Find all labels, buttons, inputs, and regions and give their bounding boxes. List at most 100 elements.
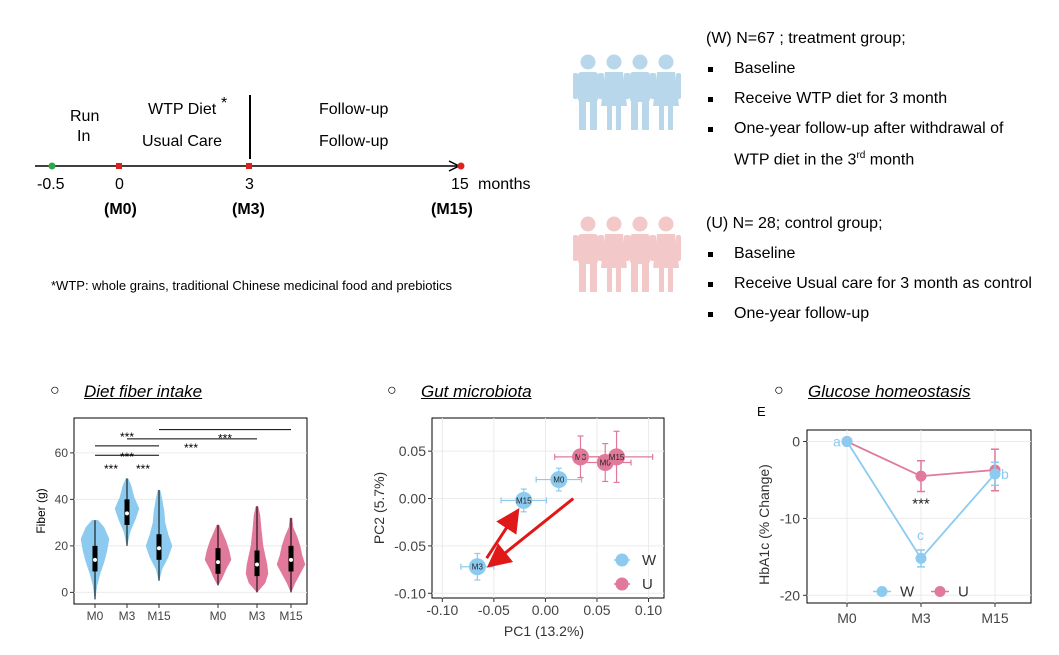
x-tick-label: M0: [87, 609, 104, 623]
significance-letter-a: a: [833, 434, 841, 450]
visit-m3: (M3): [232, 201, 265, 218]
y-tick-label: 20: [55, 539, 69, 553]
treatment-person-2: [625, 54, 655, 130]
y-tick-label: -0.05: [394, 538, 426, 554]
control-person-3: [651, 216, 681, 292]
legend-label-W: W: [900, 583, 915, 600]
m15-marker: [457, 162, 465, 170]
treatment-group-description: (W) N=67 ; treatment group; Baseline Rec…: [700, 28, 1055, 178]
x-tick-label: M15: [147, 609, 171, 623]
diet-section-bullet: ○: [50, 382, 60, 399]
m3-divider: [249, 95, 251, 159]
control-item-baseline: Baseline: [734, 245, 796, 262]
y-axis-title: Fiber (g): [34, 488, 48, 533]
y-tick-label: -20: [780, 587, 800, 603]
control-group-header: (U) N= 28; control group;: [706, 215, 883, 232]
x-tick-label: M15: [279, 609, 303, 623]
pca-point-U-M15: M15: [579, 430, 654, 484]
y-tick-label: 0: [792, 434, 800, 450]
pca-point-label: M3: [472, 563, 484, 572]
visit-m0: (M0): [104, 201, 137, 218]
x-tick-label: M0: [837, 610, 857, 626]
median-point: [216, 560, 220, 565]
wtp-asterisk: *: [221, 95, 228, 112]
y-tick-label: -0.10: [394, 585, 426, 601]
timeline-axis: [35, 160, 465, 172]
x-tick-label: -0.05: [478, 602, 510, 618]
treatment-item-baseline: Baseline: [734, 60, 796, 77]
median-point: [255, 562, 259, 567]
hba-point-W-M3: [915, 549, 927, 568]
treatment-item-diet: Receive WTP diet for 3 month: [734, 90, 948, 107]
followup-top-label: Follow-up: [319, 101, 389, 118]
glucose-section-title: Glucose homeostasis: [808, 382, 971, 401]
control-person-1: [599, 216, 629, 292]
tick-three: 3: [245, 176, 254, 193]
median-point: [157, 546, 161, 551]
tick-zero: 0: [115, 176, 124, 193]
hba-point-W-M0: [841, 436, 853, 448]
treatment-group-header: (W) N=67 ; treatment group;: [706, 30, 906, 47]
tick-fifteen: 15: [451, 176, 469, 193]
plot-area: [431, 417, 665, 599]
tick-minus-half: -0.5: [37, 176, 65, 193]
pca-point-W-M0: M0: [535, 467, 583, 492]
pca-point-label: M15: [516, 496, 532, 505]
treatment-item-followup-text: WTP diet in the 3: [734, 151, 857, 169]
x-tick-label: 0.00: [532, 602, 559, 618]
hba-point-W-M15: [989, 461, 1001, 487]
x-tick-label: M3: [249, 609, 266, 623]
transition-arrow-m0-m3: [486, 497, 575, 568]
legend-swatch-W: [876, 585, 888, 597]
plot-area: [806, 429, 1032, 604]
x-tick-label: 0.05: [583, 602, 610, 618]
significance-stars: ***: [218, 432, 232, 446]
y-axis-title: PC2 (5.7%): [371, 472, 387, 544]
significance-stars: ***: [912, 495, 930, 512]
median-point: [93, 557, 97, 562]
pca-point-label: M0: [600, 459, 612, 468]
significance-stars: ***: [120, 450, 134, 464]
legend-swatch-W: [615, 553, 629, 567]
run-in-label: Run: [70, 108, 100, 125]
gut-section-title: Gut microbiota: [421, 382, 532, 401]
control-group-description: (U) N= 28; control group; Baseline Recei…: [700, 213, 1055, 333]
y-axis-title: HbA1c (% Change): [756, 464, 772, 585]
treatment-item-followup: One-year follow-up after withdrawal of: [734, 120, 1004, 137]
legend-label-U: U: [642, 576, 653, 593]
transition-arrow-m3-m15: [485, 508, 520, 560]
wtp-diet-label: WTP Diet: [148, 101, 217, 118]
y-tick-label: 0.05: [399, 443, 426, 459]
timeline: Run In WTP Diet * Usual Care Follow-up F…: [0, 0, 560, 310]
y-tick-label: 0: [61, 585, 68, 599]
pca-point-label: M0: [553, 476, 565, 485]
treatment-person-0: [573, 54, 603, 130]
run-in-marker: [48, 162, 56, 170]
pca-point-label: M15: [609, 453, 625, 462]
significance-letter-b: b: [1001, 466, 1009, 482]
m3-marker: [246, 163, 252, 169]
treatment-person-1: [599, 54, 629, 130]
y-tick-label: 40: [55, 492, 69, 506]
x-axis-title: PC1 (13.2%): [504, 623, 584, 639]
diet-section-title: Diet fiber intake: [84, 382, 203, 401]
significance-letter-c: c: [917, 527, 924, 543]
significance-stars: ***: [136, 462, 150, 476]
treatment-item-followup-tail: month: [865, 151, 915, 169]
panel-letter: E: [757, 404, 766, 419]
hba1c-line-chart: E 0 -10 -20 M0 M3 M15 HbA1c (% Change) a c b *** W U: [756, 404, 1032, 626]
median-point: [125, 511, 129, 516]
footnote: *WTP: whole grains, traditional Chinese …: [51, 278, 453, 293]
x-tick-label: M3: [911, 610, 931, 626]
control-item-followup: One-year follow-up: [734, 305, 870, 322]
x-tick-label: M0: [210, 609, 227, 623]
followup-bottom-label: Follow-up: [319, 133, 389, 150]
visit-m15: (M15): [431, 201, 473, 218]
legend-label-U: U: [958, 583, 969, 600]
treatment-person-3: [651, 54, 681, 130]
pca-point-W-M15: M15: [500, 488, 548, 513]
x-tick-label: -0.10: [426, 602, 458, 618]
hba-point-U-M3: [915, 460, 927, 493]
ordinal-suffix: rd: [856, 150, 866, 161]
